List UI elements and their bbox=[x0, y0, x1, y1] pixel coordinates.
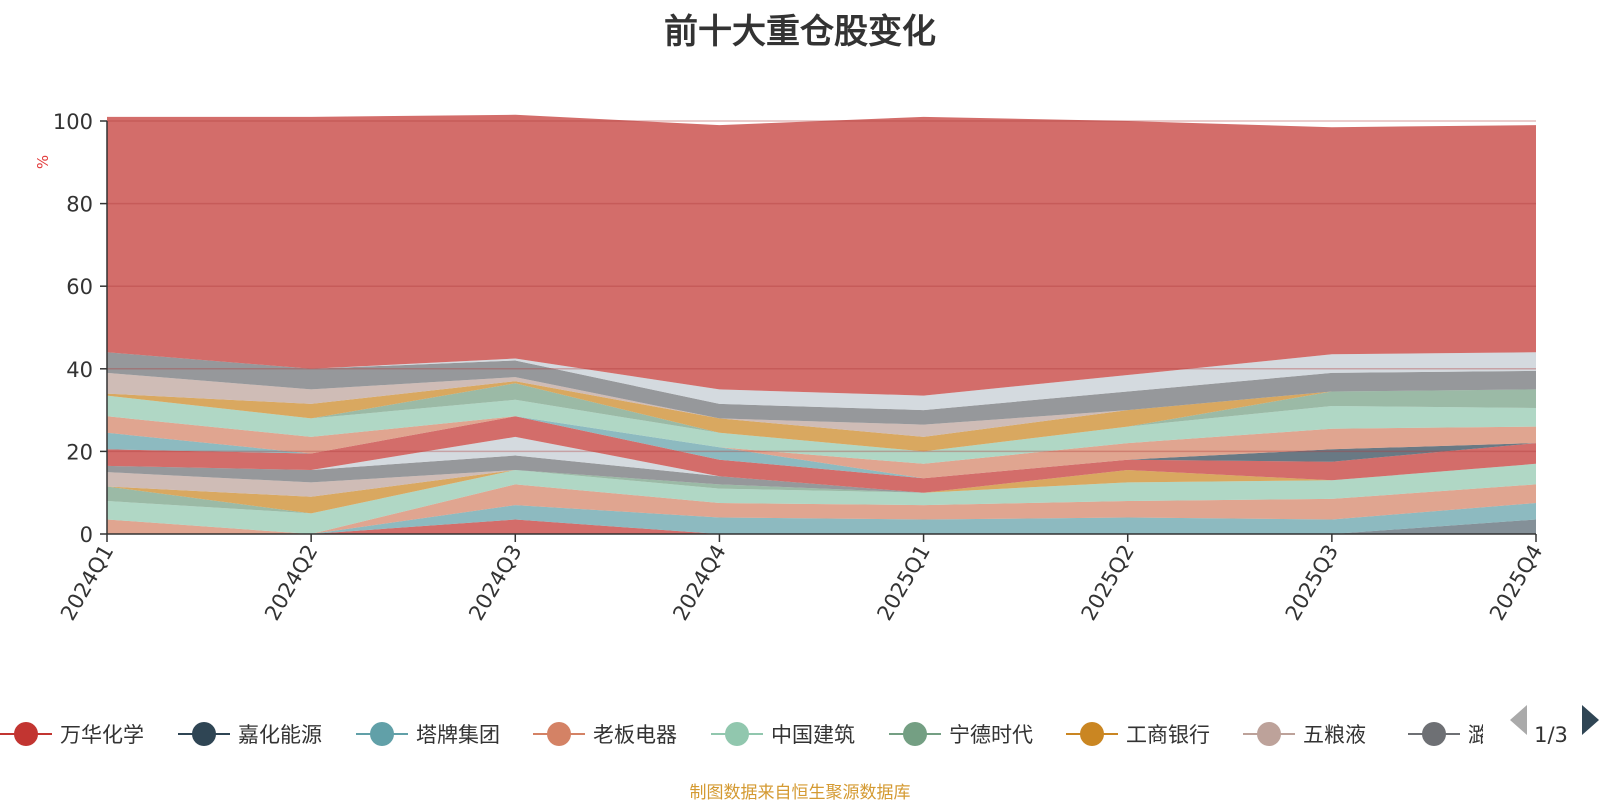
legend-prev-icon[interactable] bbox=[1510, 705, 1527, 735]
legend-items: 万华化学 嘉化能源 塔牌集团 老板电器 中国建筑 宁德时代 工商银行 五粮液 潞安环能 bbox=[0, 722, 1552, 747]
legend-item[interactable]: 中国建筑 bbox=[711, 722, 855, 747]
legend-label: 嘉化能源 bbox=[238, 723, 322, 747]
area-series-3 bbox=[107, 484, 1536, 534]
grid-lines bbox=[107, 120, 1536, 453]
data-source-note: 制图数据来自恒生聚源数据库 bbox=[689, 783, 911, 803]
legend-item[interactable]: 嘉化能源 bbox=[178, 722, 322, 747]
area-series-1 bbox=[107, 519, 1536, 534]
legend-item[interactable]: 万华化学 bbox=[0, 722, 144, 747]
legend-marker-icon bbox=[1257, 722, 1281, 746]
legend-label: 塔牌集团 bbox=[416, 723, 500, 747]
legend-item[interactable]: 塔牌集团 bbox=[356, 722, 500, 747]
area-series-5 bbox=[107, 463, 1536, 514]
legend-next-icon[interactable] bbox=[1582, 705, 1599, 735]
legend-marker-icon bbox=[1422, 722, 1446, 746]
area-series-12 bbox=[107, 416, 1536, 479]
legend-label: 老板电器 bbox=[593, 723, 677, 747]
x-tick-label: 2024Q3 bbox=[464, 541, 526, 625]
area-series-8 bbox=[107, 455, 1536, 493]
legend-marker-icon bbox=[903, 722, 927, 746]
area-series-19 bbox=[107, 352, 1536, 411]
area-series-15 bbox=[107, 383, 1536, 452]
legend-label: 潞安环能 bbox=[1468, 723, 1552, 747]
area-series-layer bbox=[107, 114, 1536, 534]
x-tick-label: 2024Q1 bbox=[56, 541, 118, 625]
y-tick-label: 100 bbox=[53, 110, 93, 134]
area-series-17 bbox=[107, 372, 1536, 437]
legend-item[interactable]: 老板电器 bbox=[533, 722, 677, 747]
area-series-0 bbox=[107, 519, 1536, 534]
y-tick-label: 0 bbox=[80, 523, 93, 547]
area-series-16 bbox=[107, 381, 1536, 452]
legend-marker-icon bbox=[547, 722, 571, 746]
area-series-9 bbox=[107, 436, 1536, 493]
legend: 万华化学 嘉化能源 塔牌集团 老板电器 中国建筑 宁德时代 工商银行 五粮液 潞安环能 bbox=[0, 722, 1552, 747]
legend-page-indicator: 1/3 bbox=[1534, 723, 1568, 747]
legend-label: 万华化学 bbox=[60, 723, 144, 747]
x-tick-label: 2024Q4 bbox=[668, 541, 730, 625]
legend-marker-icon bbox=[725, 722, 749, 746]
chart-title: 前十大重仓股变化 bbox=[664, 12, 936, 52]
area-series-4 bbox=[107, 463, 1536, 534]
area-series-7 bbox=[107, 463, 1536, 497]
legend-marker-icon bbox=[192, 722, 216, 746]
legend-item[interactable]: 五粮液 bbox=[1243, 722, 1366, 747]
x-tick-label: 2025Q1 bbox=[872, 541, 934, 625]
area-series-20 bbox=[107, 114, 1536, 396]
y-tick-label: 20 bbox=[66, 440, 93, 464]
area-series-14 bbox=[107, 395, 1536, 464]
x-tick-label: 2025Q4 bbox=[1485, 541, 1547, 625]
legend-marker-icon bbox=[1080, 722, 1104, 746]
y-tick-label: 60 bbox=[66, 275, 93, 299]
y-axis-unit-label: % bbox=[34, 155, 52, 169]
area-series-13 bbox=[107, 416, 1536, 479]
area-series-6 bbox=[107, 463, 1536, 514]
legend-pager: 1/3 bbox=[1510, 705, 1599, 747]
x-tick-label: 2025Q3 bbox=[1281, 541, 1343, 625]
legend-item[interactable]: 工商银行 bbox=[1066, 722, 1210, 747]
legend-label: 五粮液 bbox=[1303, 723, 1366, 747]
y-tick-label: 40 bbox=[66, 358, 93, 382]
x-tick-label: 2024Q2 bbox=[260, 541, 322, 625]
legend-item[interactable]: 潞安环能 bbox=[1408, 722, 1552, 747]
area-series-10 bbox=[107, 416, 1536, 493]
legend-item[interactable]: 宁德时代 bbox=[889, 722, 1033, 747]
y-tick-label: 80 bbox=[66, 193, 93, 217]
area-series-18 bbox=[107, 352, 1536, 425]
legend-marker-icon bbox=[14, 722, 38, 746]
legend-label: 工商银行 bbox=[1126, 723, 1210, 747]
legend-label: 中国建筑 bbox=[771, 723, 855, 747]
legend-marker-icon bbox=[370, 722, 394, 746]
x-tick-label: 2025Q2 bbox=[1077, 541, 1139, 625]
legend-label: 宁德时代 bbox=[949, 723, 1033, 747]
